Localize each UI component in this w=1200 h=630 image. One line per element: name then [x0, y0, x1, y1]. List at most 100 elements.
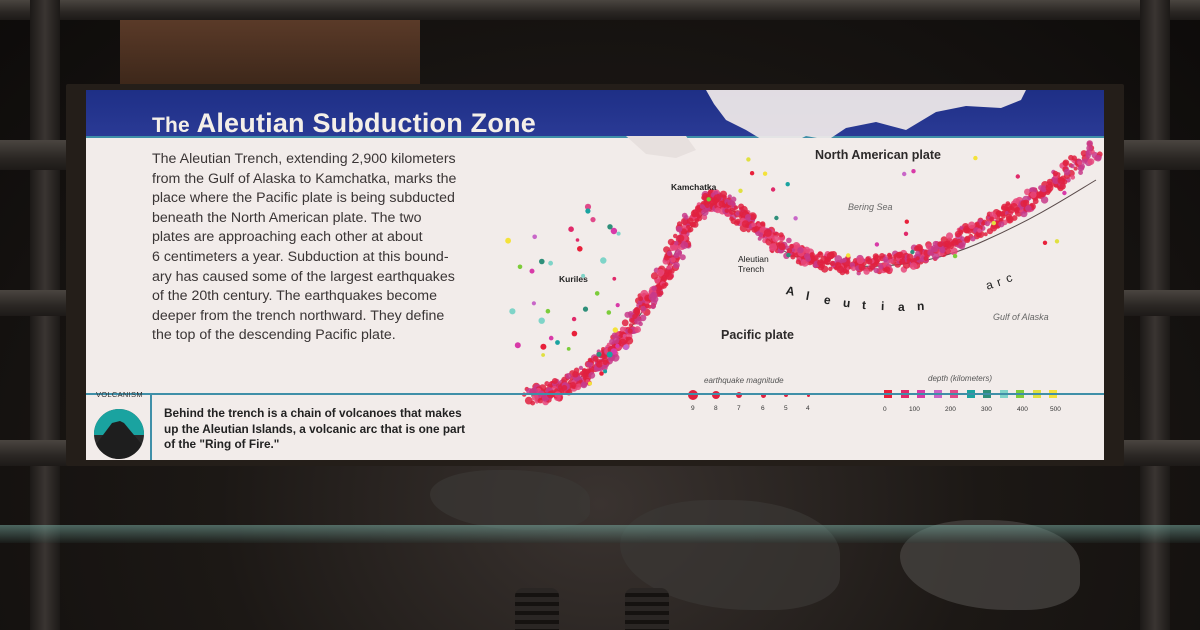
- quake-dot: [856, 256, 864, 265]
- quake-dot: [746, 157, 751, 162]
- quake-dot: [874, 254, 879, 259]
- quake-dot: [541, 353, 545, 357]
- quake-dot: [1046, 178, 1054, 186]
- description-line: The Aleutian Trench, extending 2,900 kil…: [152, 151, 456, 167]
- quake-dot: [735, 211, 740, 216]
- quake-dot: [1040, 196, 1049, 204]
- quake-dot: [529, 268, 535, 274]
- quake-dot: [1005, 213, 1013, 220]
- quake-dot: [1054, 239, 1060, 244]
- quake-dot: [749, 171, 755, 176]
- quake-dot: [960, 236, 965, 242]
- quake-dot: [587, 357, 593, 363]
- quake-dot: [751, 222, 756, 228]
- quake-dot: [668, 269, 673, 274]
- quake-dot: [622, 334, 627, 338]
- quake-dot: [728, 207, 736, 215]
- quake-dot: [915, 250, 921, 256]
- quake-dot: [1045, 183, 1054, 192]
- quake-dot: [673, 233, 678, 239]
- quake-dot: [1077, 160, 1082, 166]
- quake-dot: [606, 351, 613, 358]
- quake-dot: [714, 207, 721, 214]
- description-line: beneath the North American plate. The tw…: [152, 209, 422, 226]
- quake-dot: [952, 253, 958, 259]
- legend-magnitude-label: 6: [761, 405, 765, 412]
- quake-dot: [657, 285, 662, 290]
- quake-dot: [846, 253, 851, 258]
- volcanism-label: VOLCANISM: [96, 390, 143, 399]
- description-text: The Aleutian Trench, extending 2,900 kil…: [152, 150, 492, 346]
- quake-dot: [774, 215, 779, 221]
- quake-dot: [942, 241, 950, 248]
- quake-dot: [690, 209, 699, 218]
- legend-magnitude-label: 7: [737, 405, 741, 412]
- quake-dot: [599, 371, 604, 376]
- volcanism-text: Behind the trench is a chain of volcanoe…: [164, 406, 494, 453]
- quake-dot: [584, 203, 592, 210]
- quake-dot: [984, 221, 991, 227]
- quake-dot: [714, 198, 720, 203]
- quake-dot: [817, 259, 825, 267]
- quake-dot: [679, 254, 686, 261]
- quake-dot: [577, 376, 582, 381]
- quake-dot: [650, 272, 659, 280]
- rock-specimen: [430, 470, 590, 530]
- label-north-american-plate: North American plate: [815, 148, 941, 162]
- glass-shelf-edge: [0, 525, 1200, 543]
- quake-dot: [738, 188, 743, 193]
- quake-dot: [612, 276, 617, 281]
- quake-dot: [674, 240, 679, 246]
- kamchatka-landmass: [626, 136, 696, 158]
- quake-dot: [873, 267, 880, 274]
- quake-dot: [897, 251, 904, 258]
- quake-dot: [888, 258, 894, 264]
- quake-dot: [634, 326, 641, 333]
- quake-dot: [826, 251, 835, 260]
- quake-dot: [531, 394, 539, 401]
- quake-dot: [709, 198, 716, 205]
- quake-dot: [719, 190, 728, 198]
- page-title: The Aleutian Subduction Zone: [152, 108, 536, 139]
- legend-depth-label: 200: [945, 406, 956, 413]
- quake-dot: [621, 319, 629, 327]
- quake-dot: [603, 369, 608, 374]
- arc-label-letter: u: [842, 295, 852, 311]
- quake-dot: [1025, 205, 1032, 212]
- quake-dot: [677, 234, 685, 242]
- legend-magnitude-title: earthquake magnitude: [704, 376, 784, 385]
- quake-dot: [575, 238, 580, 242]
- quake-dot: [634, 307, 639, 312]
- quake-dot: [656, 268, 665, 277]
- quake-dot: [974, 221, 980, 227]
- background-wall: [120, 20, 420, 90]
- quake-dot: [675, 225, 683, 233]
- banner-divider: [86, 136, 1104, 138]
- quake-dot: [667, 238, 675, 246]
- quake-dot: [706, 197, 711, 202]
- quake-dot: [923, 256, 929, 261]
- quake-dot: [574, 383, 582, 391]
- quake-dot: [741, 220, 750, 228]
- quake-dot: [680, 228, 688, 236]
- legend-magnitude-dot: [736, 392, 742, 398]
- quake-dot: [571, 316, 577, 322]
- quake-dot: [588, 381, 592, 386]
- quake-dot: [965, 227, 973, 234]
- quake-dot: [665, 272, 674, 281]
- volcano-icon: [94, 409, 144, 459]
- quake-dot: [1062, 159, 1070, 167]
- quake-dot: [749, 213, 756, 221]
- quake-dot: [676, 221, 683, 227]
- quake-dot: [878, 264, 884, 270]
- quake-dot: [989, 211, 996, 217]
- quake-dot: [919, 257, 925, 263]
- quake-dot: [590, 217, 596, 223]
- frame-rail-top: [0, 0, 1200, 20]
- quake-dot: [571, 330, 578, 337]
- quake-dot: [1062, 190, 1067, 196]
- quake-dot: [1014, 206, 1020, 212]
- quake-dot: [733, 220, 740, 226]
- quake-dot: [699, 204, 705, 210]
